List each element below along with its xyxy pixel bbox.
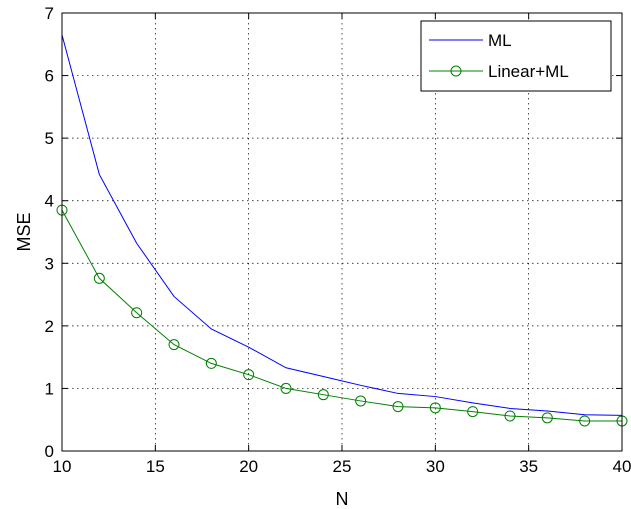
x-tick-label: 30 xyxy=(426,457,445,476)
y-tick-label: 4 xyxy=(45,192,54,211)
data-point-marker xyxy=(467,406,479,418)
legend: ML Linear+ML xyxy=(420,20,612,92)
x-tick-label: 40 xyxy=(613,457,631,476)
x-tick-label: 25 xyxy=(333,457,352,476)
data-point-marker xyxy=(93,272,105,284)
x-tick-label: 10 xyxy=(53,457,72,476)
series-line-linear-ml xyxy=(61,209,622,422)
legend-label: ML xyxy=(488,31,512,50)
y-tick-label: 7 xyxy=(45,4,54,23)
data-point-marker xyxy=(355,395,367,407)
y-tick-label: 6 xyxy=(45,67,54,86)
y-axis-label: MSE xyxy=(14,212,34,251)
x-tick-label: 20 xyxy=(239,457,258,476)
legend-label: Linear+ML xyxy=(488,62,569,81)
y-tick-label: 3 xyxy=(45,254,54,273)
grid xyxy=(62,13,622,451)
data-point-marker xyxy=(280,382,292,394)
x-tick-label: 35 xyxy=(519,457,538,476)
data-point-marker xyxy=(429,402,441,414)
y-tick-label: 0 xyxy=(45,442,54,461)
data-point-marker xyxy=(541,412,553,424)
y-tick-label: 2 xyxy=(45,317,54,336)
data-point-marker xyxy=(131,307,143,319)
x-axis-label: N xyxy=(336,489,349,509)
series-line-ml xyxy=(61,34,623,416)
legend-marker xyxy=(450,65,462,77)
data-point-marker xyxy=(392,401,404,413)
y-tick-label: 1 xyxy=(45,379,54,398)
data-point-marker xyxy=(317,389,329,401)
data-point-marker xyxy=(579,415,591,427)
data-point-marker xyxy=(205,357,217,369)
y-tick-label: 5 xyxy=(45,129,54,148)
data-point-marker xyxy=(168,339,180,351)
ticks: 10 15 20 25 30 35 40 0 1 2 3 4 5 6 7 xyxy=(45,4,631,476)
data-point-marker xyxy=(243,369,255,381)
data-point-marker xyxy=(504,410,516,422)
x-tick-label: 15 xyxy=(146,457,165,476)
series-layer xyxy=(56,34,628,427)
legend-box xyxy=(420,20,612,92)
